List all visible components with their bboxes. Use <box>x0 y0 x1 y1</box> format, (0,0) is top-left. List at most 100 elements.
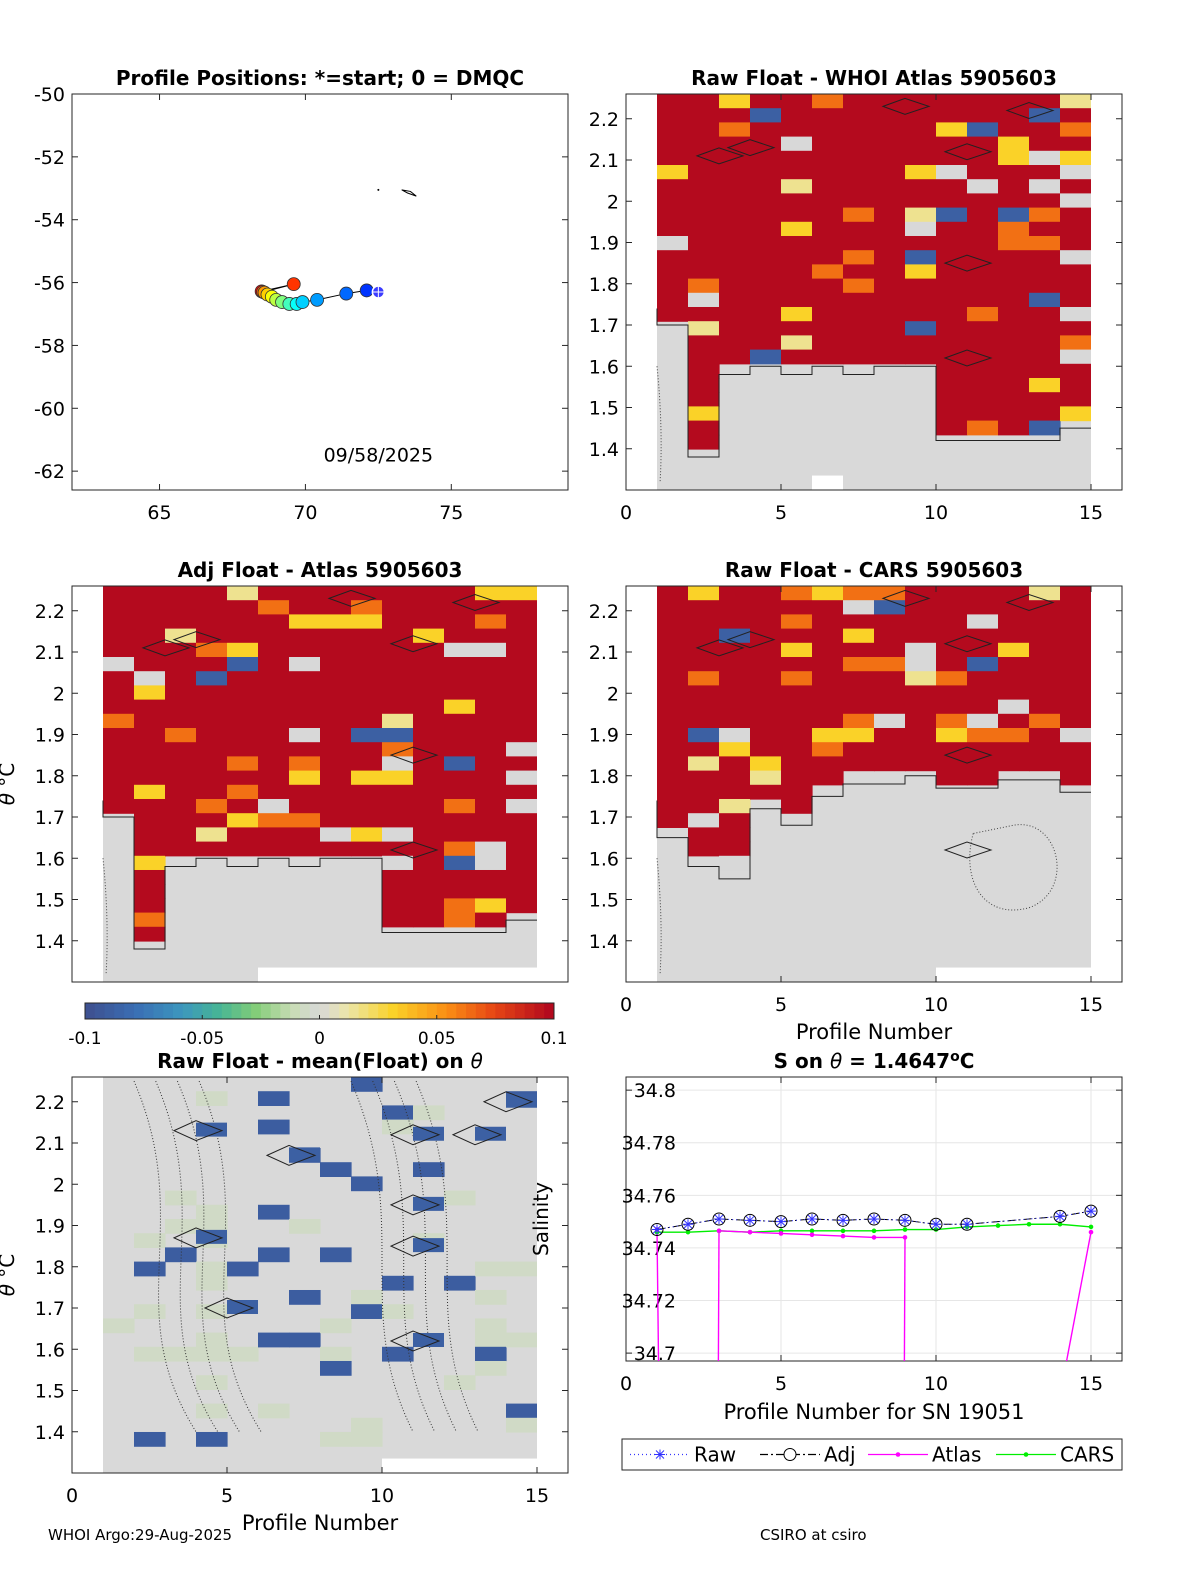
contour-diamond <box>943 635 993 653</box>
heatmap-cell <box>750 306 782 322</box>
heatmap-cell <box>781 756 813 772</box>
heatmap-cell <box>1060 363 1092 379</box>
heatmap-cell <box>781 713 813 729</box>
heatmap-cell <box>351 699 383 715</box>
heatmap-cell <box>905 586 937 601</box>
heatmap-cell <box>444 756 476 772</box>
heatmap-cell <box>812 770 844 786</box>
heatmap-cell <box>719 235 751 251</box>
heatmap-cell <box>967 306 999 322</box>
heatmap-cell <box>382 813 414 828</box>
heatmap-cell <box>688 770 720 786</box>
heatmap-cell <box>1060 377 1092 393</box>
heatmap-cell <box>289 699 321 715</box>
heatmap-cell <box>1060 671 1092 686</box>
heatmap-cell <box>320 671 352 686</box>
heatmap-cell <box>657 614 689 630</box>
y-tick-label: 1.7 <box>589 315 619 337</box>
heatmap-margin <box>73 1077 103 1473</box>
heatmap-cell <box>134 685 166 701</box>
heatmap-cell <box>967 235 999 251</box>
heatmap-cell <box>905 713 937 729</box>
heatmap-cell <box>812 600 844 615</box>
heatmap-cell <box>874 235 906 251</box>
heatmap-cell <box>134 784 166 800</box>
heatmap-cell <box>688 841 720 857</box>
atlas-drop-line <box>903 1237 906 1361</box>
y-tick-label: 1.6 <box>35 1339 65 1361</box>
heatmap-cell <box>688 306 720 322</box>
heatmap-cell <box>688 798 720 814</box>
y-tick-label: -50 <box>34 84 65 106</box>
heatmap-cell <box>688 742 720 757</box>
heatmap-raw_mean <box>73 1077 567 1473</box>
series-point-raw <box>714 1214 724 1224</box>
colorbar-swatch <box>397 1003 408 1019</box>
contour-diamond <box>943 349 993 367</box>
series-point-raw <box>683 1219 693 1230</box>
contour-diamond <box>389 1330 441 1352</box>
heatmap-cell <box>444 656 476 672</box>
heatmap-cell <box>874 742 906 757</box>
heatmap-cell <box>258 798 290 814</box>
colorbar-swatch <box>534 1003 545 1019</box>
heatmap-cell <box>936 377 968 393</box>
heatmap-cell <box>688 179 720 194</box>
x-tick-label: 70 <box>293 502 317 524</box>
heatmap-cell <box>719 827 751 843</box>
heatmap-cell <box>936 292 968 308</box>
colorbar-swatch <box>182 1003 193 1019</box>
heatmap-cell <box>905 250 937 265</box>
colorbar-swatch <box>466 1003 477 1019</box>
heatmap-cell <box>874 221 906 237</box>
heatmap-cell <box>320 798 352 814</box>
heatmap-cell <box>936 349 968 365</box>
heatmap-cell <box>351 727 383 743</box>
heatmap-cell <box>719 699 751 715</box>
series-point-raw <box>1055 1211 1065 1222</box>
heatmap-cell <box>506 614 538 630</box>
heatmap-cell <box>657 713 689 729</box>
heatmap-cell <box>258 671 290 686</box>
y-tick-label: 2.1 <box>35 1133 65 1155</box>
heatmap-margin <box>73 586 103 982</box>
heatmap-cell <box>905 179 937 194</box>
heatmap-cell <box>688 193 720 209</box>
heatmap-cell <box>134 586 166 601</box>
heatmap-cell <box>998 164 1030 180</box>
heatmap-cell <box>905 278 937 294</box>
contour-diamond <box>695 147 745 165</box>
heatmap-cell <box>134 869 166 885</box>
heatmap-cell <box>905 235 937 251</box>
y-tick-label: -52 <box>34 147 65 169</box>
colorbar-swatch <box>319 1003 330 1019</box>
heatmap-cell <box>688 586 720 601</box>
heatmap-cell <box>413 628 445 644</box>
heatmap-cell <box>936 150 968 166</box>
heatmap-cell <box>258 813 290 828</box>
heatmap-cell <box>843 671 875 686</box>
colorbar-swatch <box>231 1003 242 1019</box>
heatmap-cell <box>967 221 999 237</box>
heatmap-cell <box>351 1431 383 1447</box>
heatmap-cell <box>998 685 1030 701</box>
y-tick-label: 1.4 <box>35 931 65 953</box>
heatmap-cell <box>719 306 751 322</box>
heatmap-cell <box>874 600 906 615</box>
heatmap-cell <box>165 770 197 786</box>
y-tick-label: 1.5 <box>589 890 619 912</box>
heatmap-cell <box>289 642 321 658</box>
heatmap-cell <box>843 122 875 138</box>
colorbar-swatch <box>290 1003 301 1019</box>
heatmap-cell <box>134 756 166 772</box>
salinity-series-layer <box>650 1204 1098 1361</box>
heatmap-cell <box>657 656 689 672</box>
heatmap-cell <box>719 614 751 630</box>
heatmap-cell <box>413 813 445 828</box>
heatmap-cell <box>967 94 999 109</box>
heatmap-cell <box>413 614 445 630</box>
heatmap-cell <box>165 656 197 672</box>
heatmap-cell <box>843 756 875 772</box>
y-tick-label: 34.72 <box>622 1291 676 1313</box>
heatmap-cell <box>258 1119 290 1135</box>
